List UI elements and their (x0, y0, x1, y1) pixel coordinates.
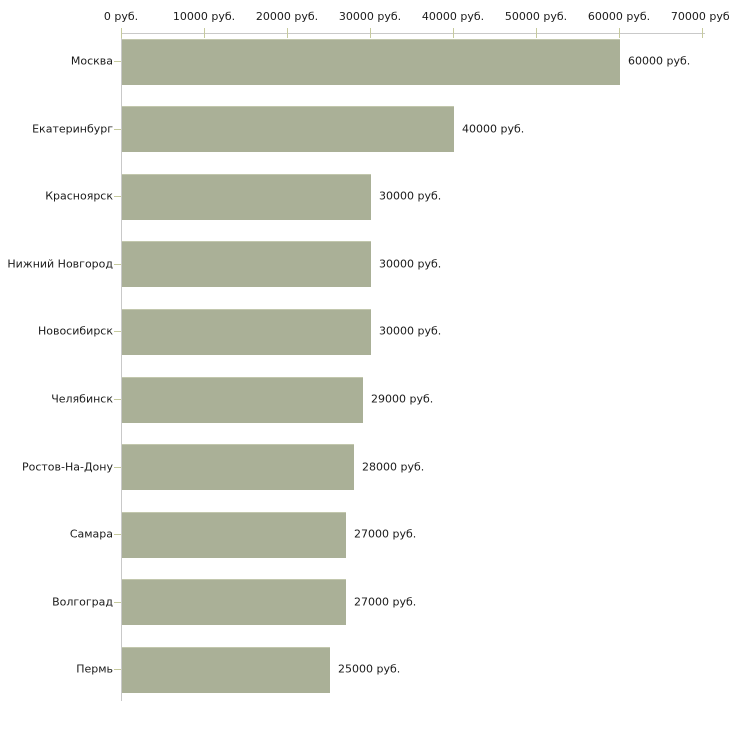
y-axis-tick (114, 669, 121, 671)
category-label: Москва (70, 54, 113, 68)
category-label: Ростов-На-Дону (21, 460, 113, 474)
y-axis-tick (114, 128, 121, 130)
x-axis-tick (619, 28, 620, 38)
y-axis-tick (114, 331, 121, 333)
bar (122, 174, 371, 220)
y-axis-tick (114, 466, 121, 468)
bar (122, 647, 330, 693)
bar (122, 106, 454, 152)
bar (122, 444, 354, 490)
x-axis-tick-label: 0 руб. (103, 10, 139, 23)
x-axis-tick (121, 28, 122, 38)
x-axis-tick (370, 28, 371, 38)
bar-value-label: 30000 руб. (379, 189, 442, 203)
bar-value-label: 25000 руб. (338, 662, 401, 676)
category-label: Нижний Новгород (7, 257, 113, 271)
bar (122, 512, 346, 558)
x-axis-tick-label: 10000 руб. (172, 10, 236, 23)
y-axis-tick (114, 196, 121, 198)
bar-value-label: 30000 руб. (379, 324, 442, 338)
x-axis-tick-label: 70000 руб. (670, 10, 730, 23)
y-axis-tick (114, 399, 121, 400)
x-axis-tick (287, 28, 288, 38)
bar (122, 39, 620, 85)
bar (122, 309, 371, 355)
bar-value-label: 27000 руб. (354, 595, 417, 609)
bar-value-label: 28000 руб. (362, 460, 425, 474)
category-label: Новосибирск (37, 324, 113, 338)
x-axis-tick (702, 28, 703, 38)
x-axis-tick-label: 60000 руб. (587, 10, 651, 23)
bar-value-label: 27000 руб. (354, 527, 417, 541)
y-axis-tick (114, 263, 121, 265)
y-axis-line (121, 33, 122, 701)
category-label: Екатеринбург (32, 122, 113, 136)
bar-value-label: 60000 руб. (628, 54, 691, 68)
category-label: Красноярск (45, 189, 113, 203)
x-axis-tick-label: 40000 руб. (421, 10, 485, 23)
x-axis-tick-label: 50000 руб. (504, 10, 568, 23)
bar-value-label: 30000 руб. (379, 257, 442, 271)
x-axis-tick-label: 20000 руб. (255, 10, 319, 23)
y-axis-tick (114, 61, 121, 62)
category-label: Пермь (76, 662, 113, 676)
category-label: Волгоград (52, 595, 113, 609)
bar (122, 579, 346, 625)
bar-value-label: 40000 руб. (462, 122, 525, 136)
y-axis-tick (114, 601, 121, 603)
y-axis-tick (114, 534, 121, 536)
bar (122, 377, 363, 423)
x-axis-tick (536, 28, 537, 38)
category-label: Челябинск (51, 392, 113, 406)
x-axis-tick (204, 28, 205, 38)
x-axis-tick (453, 28, 454, 38)
bar (122, 241, 371, 287)
bar-value-label: 29000 руб. (371, 392, 434, 406)
x-axis-tick-label: 30000 руб. (338, 10, 402, 23)
category-label: Самара (69, 527, 113, 541)
x-axis-line (121, 33, 705, 34)
